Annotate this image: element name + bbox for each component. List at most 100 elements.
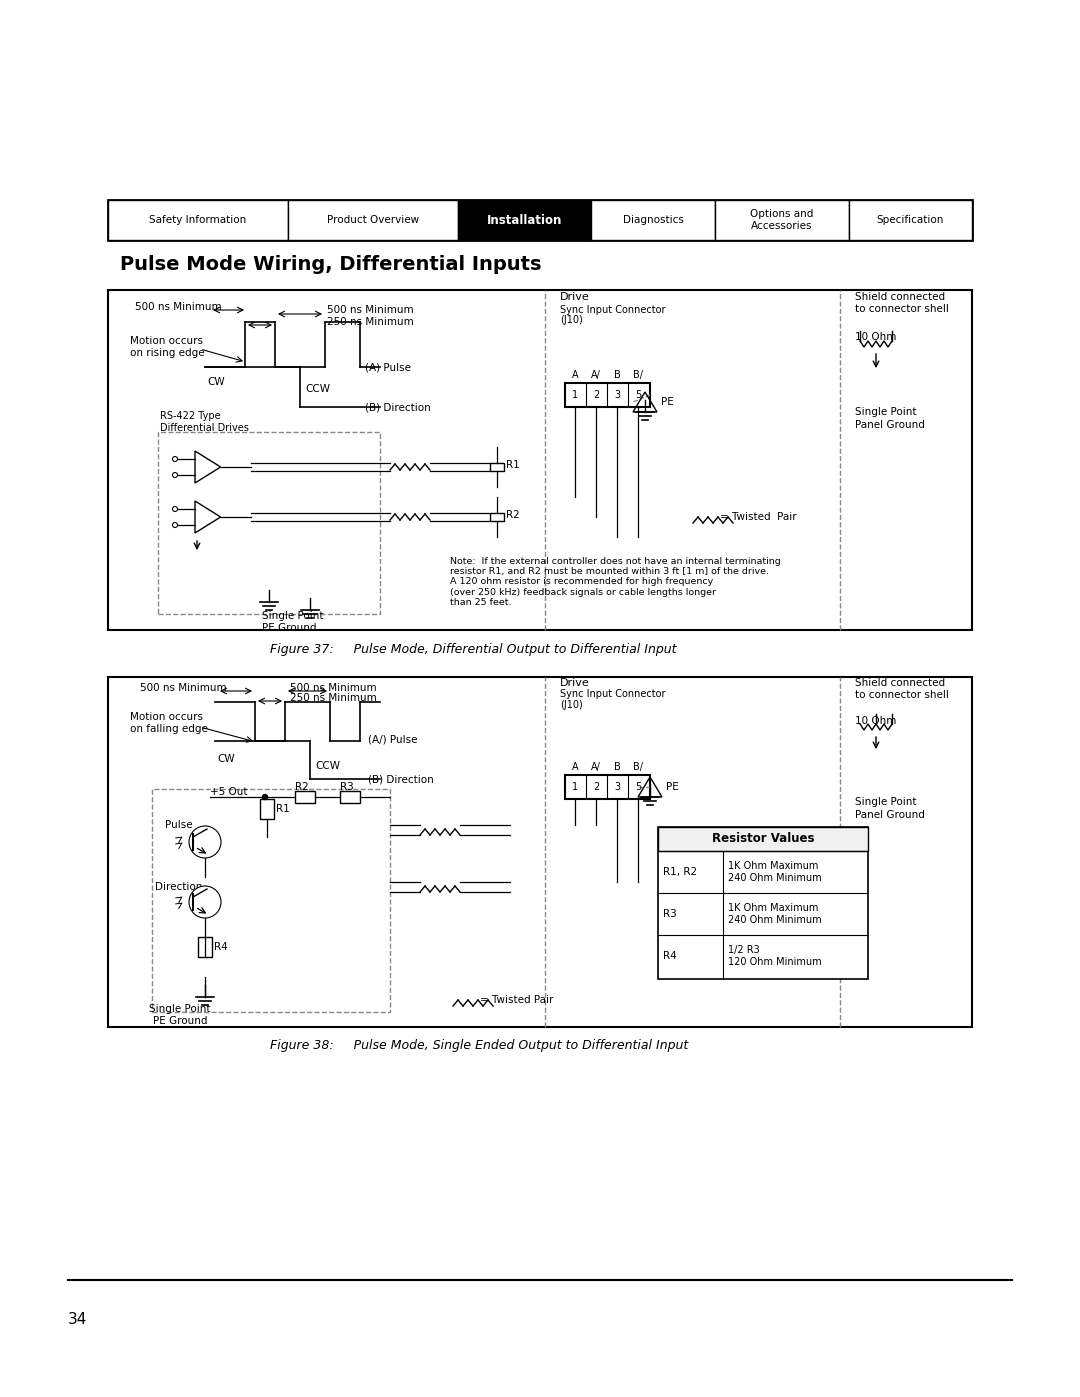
Text: PE: PE [666, 782, 678, 792]
Text: 500 ns Minimum: 500 ns Minimum [140, 683, 227, 693]
Text: 10 Ohm: 10 Ohm [855, 332, 896, 342]
Bar [152, 789, 390, 1011]
Text: Single Point
PE Ground: Single Point PE Ground [149, 1004, 211, 1025]
Text: R1: R1 [507, 460, 519, 469]
Text: A/: A/ [591, 370, 600, 380]
Text: to connector shell: to connector shell [855, 305, 949, 314]
Text: (A) Pulse: (A) Pulse [365, 362, 411, 372]
Bar [108, 200, 972, 240]
Text: CCW: CCW [305, 384, 330, 394]
Text: Diagnostics: Diagnostics [623, 215, 684, 225]
Text: R1: R1 [276, 805, 289, 814]
Text: B/: B/ [633, 370, 643, 380]
Circle shape [189, 886, 221, 918]
Text: 3: 3 [613, 390, 620, 400]
Circle shape [173, 507, 177, 511]
Text: Installation: Installation [487, 214, 563, 226]
Text: Drive: Drive [561, 292, 590, 302]
Text: 1K Ohm Maximum
240 Ohm Minimum: 1K Ohm Maximum 240 Ohm Minimum [728, 904, 822, 925]
Text: Drive: Drive [561, 678, 590, 687]
Text: R4: R4 [663, 951, 677, 961]
Text: Sync Input Connector: Sync Input Connector [561, 305, 665, 314]
Text: 1: 1 [572, 782, 578, 792]
Text: Resistor Values: Resistor Values [712, 833, 814, 845]
Text: R3: R3 [340, 782, 354, 792]
Text: 1/2 R3
120 Ohm Minimum: 1/2 R3 120 Ohm Minimum [728, 946, 822, 967]
Text: Safety Information: Safety Information [149, 215, 246, 225]
Circle shape [262, 795, 268, 799]
Text: +5 Out: +5 Out [210, 787, 247, 798]
Text: Options and
Accessories: Options and Accessories [750, 210, 813, 231]
Text: Direction: Direction [156, 882, 202, 893]
Text: R1, R2: R1, R2 [663, 868, 697, 877]
Bar [108, 200, 288, 240]
Text: 500 ns Minimum: 500 ns Minimum [327, 305, 414, 314]
Text: Pulse: Pulse [165, 820, 192, 830]
Text: Motion occurs
on rising edge: Motion occurs on rising edge [130, 337, 204, 358]
Text: 500 ns Minimum: 500 ns Minimum [135, 302, 221, 312]
Bar [288, 200, 458, 240]
Text: Sync Input Connector: Sync Input Connector [561, 689, 665, 698]
Circle shape [173, 522, 177, 528]
Text: R2: R2 [295, 782, 309, 792]
Text: Shield connected: Shield connected [855, 292, 945, 302]
Text: 1K Ohm Maximum
240 Ohm Minimum: 1K Ohm Maximum 240 Ohm Minimum [728, 861, 822, 883]
Circle shape [173, 457, 177, 461]
Text: = Twisted Pair: = Twisted Pair [480, 995, 553, 1004]
Text: Figure 37:     Pulse Mode, Differential Output to Differential Input: Figure 37: Pulse Mode, Differential Outp… [270, 644, 676, 657]
Text: Note:  If the external controller does not have an internal terminating
resistor: Note: If the external controller does no… [450, 556, 781, 608]
Bar [658, 827, 868, 851]
Text: PE: PE [661, 397, 674, 407]
Text: B: B [613, 761, 620, 773]
Text: (J10): (J10) [561, 700, 583, 710]
Text: A: A [571, 761, 578, 773]
Text: Single Point: Single Point [855, 798, 917, 807]
Text: 5: 5 [635, 782, 642, 792]
Text: B: B [613, 370, 620, 380]
Text: Specification: Specification [877, 215, 944, 225]
Text: A/: A/ [591, 761, 600, 773]
Bar [490, 513, 504, 521]
Text: 2: 2 [593, 390, 599, 400]
Bar [458, 200, 592, 240]
Text: = Twisted  Pair: = Twisted Pair [720, 511, 797, 522]
Text: CW: CW [217, 754, 234, 764]
Bar [715, 200, 849, 240]
Bar [158, 432, 380, 615]
Text: Motion occurs
on falling edge: Motion occurs on falling edge [130, 712, 207, 733]
Text: CW: CW [207, 377, 225, 387]
Text: 3: 3 [613, 782, 620, 792]
Bar [658, 827, 868, 979]
Bar [849, 200, 972, 240]
Bar [198, 937, 212, 957]
Text: (J10): (J10) [561, 314, 583, 326]
Bar [108, 678, 972, 1027]
Text: 5: 5 [635, 390, 642, 400]
Text: 250 ns Minimum: 250 ns Minimum [291, 693, 377, 703]
Text: 1: 1 [572, 390, 578, 400]
Text: Panel Ground: Panel Ground [855, 810, 924, 820]
Text: (B) Direction: (B) Direction [368, 774, 434, 784]
Circle shape [173, 472, 177, 478]
Text: to connector shell: to connector shell [855, 690, 949, 700]
Text: (B) Direction: (B) Direction [365, 402, 431, 412]
Text: (A/) Pulse: (A/) Pulse [368, 733, 418, 745]
Text: R3: R3 [663, 909, 677, 919]
Bar [295, 791, 315, 803]
Text: Single Point
PE Ground: Single Point PE Ground [262, 612, 324, 633]
Text: 34: 34 [68, 1313, 87, 1327]
Text: 10 Ohm: 10 Ohm [855, 717, 896, 726]
Text: Panel Ground: Panel Ground [855, 420, 924, 430]
Bar [490, 462, 504, 471]
Text: CCW: CCW [315, 761, 340, 771]
Text: Single Point: Single Point [855, 407, 917, 416]
Text: R2: R2 [507, 510, 519, 520]
Text: Pulse Mode Wiring, Differential Inputs: Pulse Mode Wiring, Differential Inputs [120, 256, 541, 274]
Text: Shield connected: Shield connected [855, 678, 945, 687]
Bar [340, 791, 360, 803]
Bar [108, 291, 972, 630]
Circle shape [189, 826, 221, 858]
Text: B/: B/ [633, 761, 643, 773]
Text: 500 ns Minimum: 500 ns Minimum [291, 683, 377, 693]
Text: 250 ns Minimum: 250 ns Minimum [327, 317, 414, 327]
